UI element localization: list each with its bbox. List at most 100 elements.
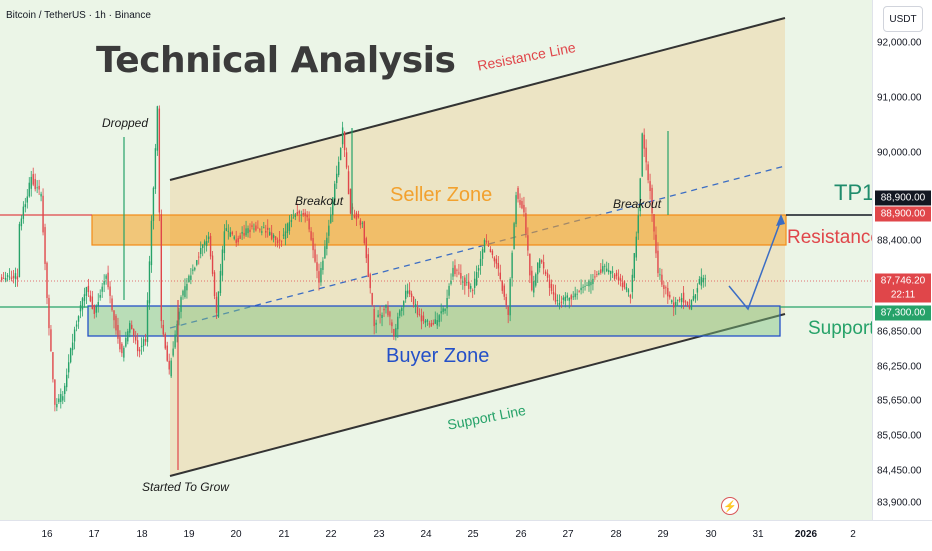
candle-body bbox=[284, 231, 287, 240]
candle-body bbox=[26, 196, 28, 203]
candle-body bbox=[657, 250, 659, 274]
candle-body bbox=[509, 279, 511, 316]
candle-body bbox=[357, 214, 360, 218]
candle-body bbox=[588, 280, 590, 287]
candle-body bbox=[91, 296, 94, 310]
candle-body bbox=[339, 147, 342, 161]
candle-body bbox=[286, 223, 289, 233]
candle-body bbox=[67, 362, 70, 373]
candle-body bbox=[75, 324, 78, 327]
candle-body bbox=[115, 315, 117, 331]
candle-body bbox=[162, 324, 164, 335]
candle-body bbox=[637, 215, 639, 234]
candle-body bbox=[261, 231, 263, 233]
current-price-label: 87,746.20 bbox=[875, 273, 931, 289]
candle-body bbox=[426, 320, 429, 322]
candle-body bbox=[334, 183, 336, 202]
candle-body bbox=[619, 278, 622, 281]
candle-body bbox=[678, 299, 681, 301]
candle-body bbox=[527, 235, 529, 251]
candle-body bbox=[200, 247, 202, 255]
time-tick: 26 bbox=[515, 529, 527, 540]
candle-body bbox=[99, 295, 101, 298]
candle-body bbox=[582, 286, 584, 288]
candle-body bbox=[655, 234, 657, 254]
candle-body bbox=[237, 238, 239, 243]
candle-body bbox=[83, 294, 86, 302]
candle-body bbox=[519, 200, 521, 205]
candle-body bbox=[332, 197, 334, 216]
candle-body bbox=[136, 340, 139, 352]
candle-body bbox=[607, 270, 610, 273]
candle-body bbox=[416, 307, 419, 315]
breakout-right-label: Breakout bbox=[613, 197, 662, 211]
candle-body bbox=[117, 325, 119, 339]
candle-body bbox=[460, 273, 462, 279]
candle-body bbox=[148, 261, 151, 304]
candle-body bbox=[239, 235, 241, 239]
candle-body bbox=[328, 225, 330, 236]
candle-body bbox=[503, 285, 505, 297]
candle-body bbox=[698, 279, 701, 284]
candle-body bbox=[383, 308, 385, 311]
candle-body bbox=[133, 328, 135, 336]
candle-body bbox=[134, 336, 137, 341]
candle-body bbox=[127, 331, 129, 342]
candle-body bbox=[631, 274, 634, 293]
candle-body bbox=[688, 306, 691, 309]
time-tick: 21 bbox=[278, 529, 290, 540]
currency-selector[interactable]: USDT bbox=[883, 6, 923, 32]
candle-body bbox=[542, 262, 545, 269]
candle-body bbox=[184, 286, 186, 298]
candle-body bbox=[158, 108, 161, 213]
candle-body bbox=[414, 303, 417, 307]
candle-body bbox=[507, 306, 509, 315]
candle-body bbox=[440, 311, 442, 314]
candle-body bbox=[241, 231, 243, 234]
candle-body bbox=[353, 215, 356, 218]
time-tick: 30 bbox=[705, 529, 717, 540]
candle-body bbox=[310, 231, 312, 240]
time-tick: 22 bbox=[325, 529, 337, 540]
candle-body bbox=[450, 280, 452, 284]
candle-body bbox=[387, 306, 389, 316]
candle-body bbox=[535, 274, 537, 286]
candle-body bbox=[4, 277, 7, 281]
candle-body bbox=[580, 287, 582, 291]
candle-body bbox=[671, 300, 673, 303]
time-tick: 20 bbox=[230, 529, 242, 540]
candle-body bbox=[312, 238, 314, 251]
time-axis[interactable]: 16 17 18 19 20 21 22 23 24 25 26 27 28 29 30 31 2026 2 bbox=[0, 520, 932, 551]
candle-body bbox=[16, 276, 19, 280]
candle-body bbox=[213, 272, 216, 297]
symbol-info[interactable]: Bitcoin / TetherUS · 1h · Binance bbox=[6, 10, 151, 21]
candle-body bbox=[598, 273, 600, 275]
candle-body bbox=[182, 290, 184, 296]
candle-body bbox=[97, 302, 99, 306]
candle-body bbox=[337, 161, 340, 176]
candle-body bbox=[30, 176, 32, 189]
candle-body bbox=[257, 227, 259, 229]
candle-body bbox=[308, 218, 310, 230]
candle-body bbox=[381, 314, 383, 319]
candle-body bbox=[568, 298, 570, 301]
candle-body bbox=[586, 285, 588, 286]
candle-body bbox=[34, 179, 36, 190]
started-to-grow-label: Started To Grow bbox=[142, 480, 229, 494]
candle-body bbox=[38, 185, 40, 190]
time-tick: 2 bbox=[850, 529, 856, 540]
candle-body bbox=[107, 272, 109, 288]
plot-area[interactable]: Bitcoin / TetherUS · 1h · Binance Techni… bbox=[0, 0, 872, 520]
price-axis[interactable]: USDT 92,000.00 91,000.00 90,000.00 88,40… bbox=[872, 0, 932, 520]
candle-body bbox=[540, 260, 543, 263]
candle-body bbox=[225, 228, 228, 231]
candle-body bbox=[103, 280, 105, 285]
candle-body bbox=[8, 276, 11, 278]
flash-icon[interactable]: ⚡ bbox=[721, 497, 739, 515]
candle-body bbox=[464, 277, 466, 286]
candle-body bbox=[347, 171, 350, 195]
candle-body bbox=[58, 398, 60, 403]
candle-body bbox=[669, 294, 671, 298]
candle-body bbox=[694, 294, 697, 299]
candle-body bbox=[533, 281, 535, 293]
